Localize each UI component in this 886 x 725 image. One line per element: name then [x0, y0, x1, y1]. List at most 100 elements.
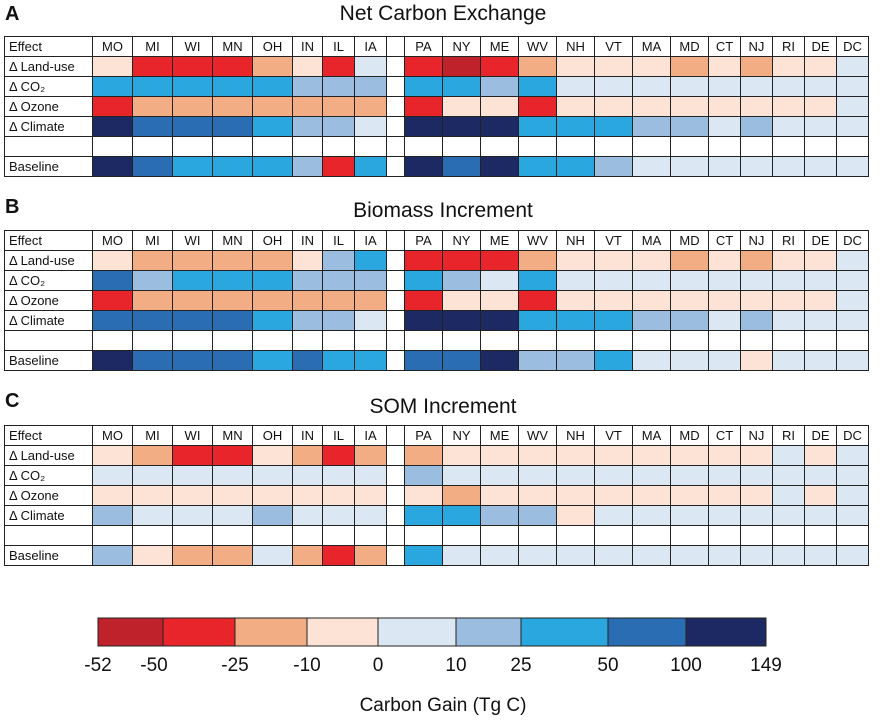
heatmap-cell — [252, 525, 293, 546]
heatmap-cell — [386, 270, 405, 291]
heatmap-cell — [322, 505, 355, 526]
heatmap-cell — [292, 350, 323, 371]
heatmap-cell — [292, 116, 323, 137]
heatmap-cell — [92, 330, 133, 351]
column-header-il: IL — [322, 425, 355, 446]
heatmap-cell — [212, 545, 253, 566]
table-row: Baseline — [4, 156, 869, 177]
heatmap-cell — [708, 116, 741, 137]
heatmap-cell — [480, 250, 519, 271]
heatmap-cell — [92, 270, 133, 291]
heatmap-cell — [386, 525, 405, 546]
heatmap-cell — [404, 76, 443, 97]
heatmap-cell — [172, 505, 213, 526]
heatmap-cell — [322, 76, 355, 97]
heatmap-cell — [556, 525, 595, 546]
heatmap-cell — [480, 545, 519, 566]
heatmap-cell — [772, 96, 805, 117]
color-scale-tick-label: 149 — [750, 655, 782, 676]
heatmap-cell — [322, 56, 355, 77]
heatmap-cell — [804, 156, 837, 177]
heatmap-cell — [480, 525, 519, 546]
heatmap-table-net-carbon-exchange: Effect MO MI WI MN OH IN IL IA PA NY ME WV NH VT MA MD CT… — [4, 36, 869, 177]
heatmap-cell — [292, 310, 323, 331]
column-header-mn: MN — [212, 36, 253, 57]
column-header-de: DE — [804, 36, 837, 57]
column-header-mi: MI — [132, 230, 173, 251]
heatmap-cell — [132, 485, 173, 506]
heatmap-cell — [836, 545, 869, 566]
heatmap-cell — [92, 290, 133, 311]
heatmap-cell — [322, 136, 355, 157]
column-header-mo: MO — [92, 425, 133, 446]
heatmap-cell — [322, 445, 355, 466]
heatmap-cell — [772, 156, 805, 177]
column-header-nh: NH — [556, 230, 595, 251]
heatmap-cell — [772, 505, 805, 526]
heatmap-cell — [740, 136, 773, 157]
heatmap-cell — [404, 310, 443, 331]
heatmap-cell — [172, 310, 213, 331]
heatmap-cell — [556, 445, 595, 466]
column-header-wv: WV — [518, 425, 557, 446]
heatmap-cell — [252, 505, 293, 526]
heatmap-cell — [292, 250, 323, 271]
heatmap-cell — [92, 156, 133, 177]
heatmap-cell — [804, 330, 837, 351]
heatmap-cell — [172, 270, 213, 291]
heatmap-cell — [386, 505, 405, 526]
heatmap-cell — [442, 156, 481, 177]
heatmap-cell — [252, 56, 293, 77]
heatmap-cell — [836, 485, 869, 506]
heatmap-cell — [632, 350, 671, 371]
heatmap-cell — [740, 350, 773, 371]
color-scale-tick-label: 50 — [597, 655, 619, 676]
heatmap-cell — [594, 290, 633, 311]
color-scale-tick-label: -50 — [140, 655, 168, 676]
heatmap-cell — [404, 96, 443, 117]
column-header-ct: CT — [708, 425, 741, 446]
heatmap-cell — [556, 310, 595, 331]
heatmap-cell — [518, 56, 557, 77]
heatmap-cell — [594, 330, 633, 351]
heatmap-cell — [252, 96, 293, 117]
heatmap-cell — [92, 525, 133, 546]
heatmap-cell — [92, 350, 133, 371]
heatmap-cell — [480, 485, 519, 506]
heatmap-cell — [594, 310, 633, 331]
heatmap-cell — [212, 136, 253, 157]
heatmap-cell — [594, 76, 633, 97]
heatmap-cell — [252, 156, 293, 177]
heatmap-cell — [252, 310, 293, 331]
heatmap-cell — [772, 250, 805, 271]
column-header-oh: OH — [252, 36, 293, 57]
heatmap-cell — [386, 350, 405, 371]
heatmap-cell — [212, 505, 253, 526]
heatmap-cell — [518, 96, 557, 117]
column-header-wi: WI — [172, 230, 213, 251]
heatmap-cell — [172, 136, 213, 157]
heatmap-cell — [518, 270, 557, 291]
table-row: Δ Climate — [4, 116, 869, 137]
column-header-wi: WI — [172, 425, 213, 446]
table-row: Δ Ozone — [4, 96, 869, 117]
column-header-mn: MN — [212, 230, 253, 251]
heatmap-cell — [404, 485, 443, 506]
heatmap-cell — [322, 290, 355, 311]
heatmap-cell — [386, 290, 405, 311]
heatmap-cell — [480, 505, 519, 526]
heatmap-cell — [212, 350, 253, 371]
column-header-md: MD — [670, 36, 709, 57]
heatmap-cell — [836, 525, 869, 546]
row-label: Δ Land-use — [4, 250, 93, 271]
heatmap-cell — [632, 116, 671, 137]
heatmap-cell — [92, 76, 133, 97]
heatmap-cell — [670, 505, 709, 526]
heatmap-cell — [594, 56, 633, 77]
heatmap-cell — [594, 485, 633, 506]
heatmap-cell — [92, 96, 133, 117]
heatmap-cell — [632, 250, 671, 271]
heatmap-cell — [354, 76, 387, 97]
heatmap-cell — [404, 465, 443, 486]
heatmap-cell — [670, 156, 709, 177]
